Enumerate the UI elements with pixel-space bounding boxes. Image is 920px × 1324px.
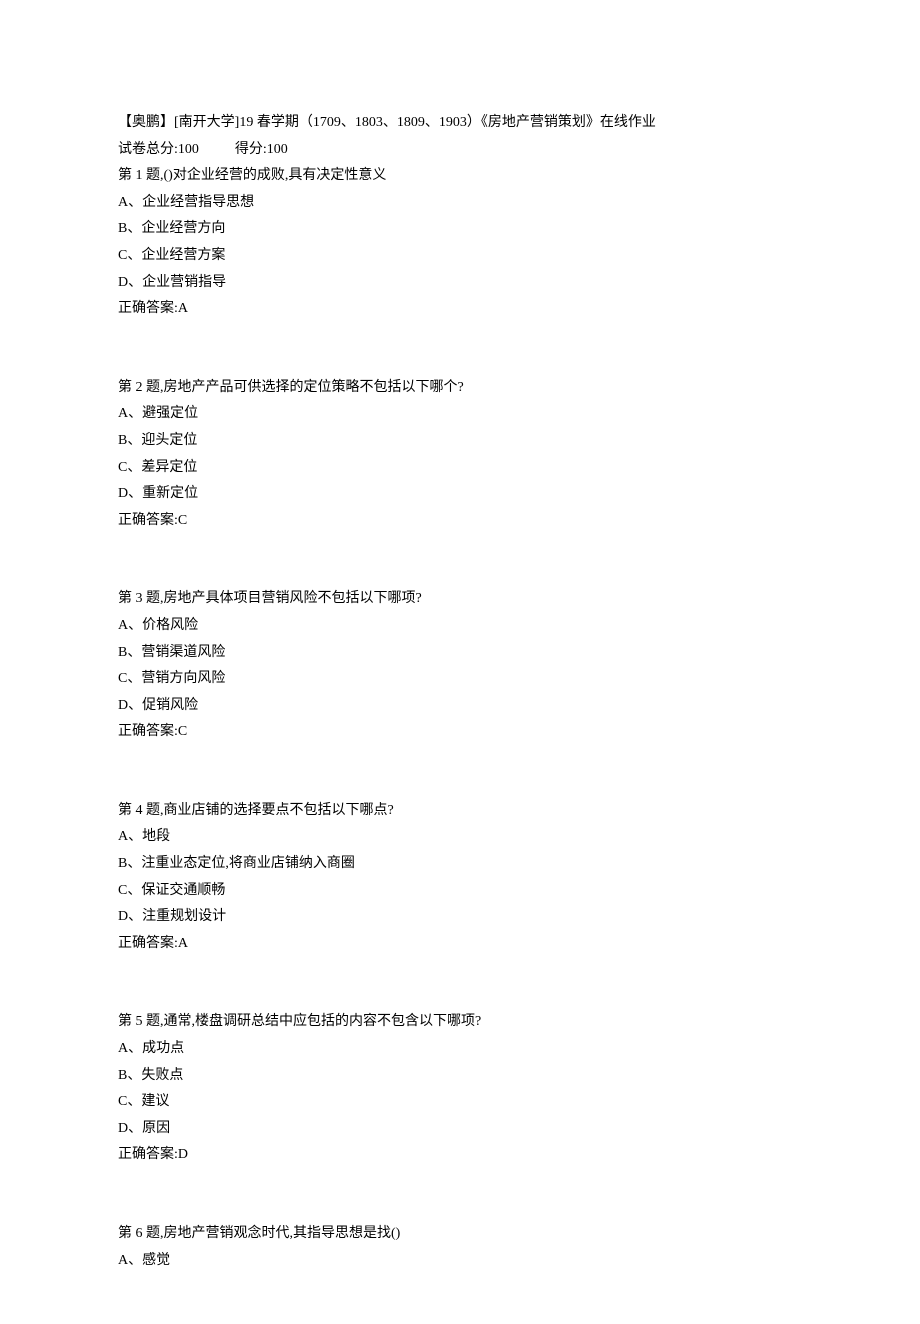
- question-text: 第 6 题,房地产营销观念时代,其指导思想是找(): [118, 1221, 802, 1248]
- question-option: C、保证交通顺畅: [118, 878, 802, 905]
- question-option: D、重新定位: [118, 481, 802, 508]
- question-option: B、迎头定位: [118, 428, 802, 455]
- question-option: A、避强定位: [118, 401, 802, 428]
- question-option: B、营销渠道风险: [118, 640, 802, 667]
- question-text: 第 3 题,房地产具体项目营销风险不包括以下哪项?: [118, 586, 802, 613]
- question-block: 第 5 题,通常,楼盘调研总结中应包括的内容不包含以下哪项?A、成功点B、失败点…: [118, 1009, 802, 1169]
- question-option: D、企业营销指导: [118, 270, 802, 297]
- question-text: 第 2 题,房地产产品可供选择的定位策略不包括以下哪个?: [118, 375, 802, 402]
- question-option: D、促销风险: [118, 693, 802, 720]
- question-block: 第 3 题,房地产具体项目营销风险不包括以下哪项?A、价格风险B、营销渠道风险C…: [118, 586, 802, 746]
- question-option: A、感觉: [118, 1248, 802, 1275]
- question-gap: [118, 746, 802, 798]
- question-gap: [118, 957, 802, 1009]
- question-option: A、成功点: [118, 1036, 802, 1063]
- question-gap: [118, 1169, 802, 1221]
- question-text: 第 5 题,通常,楼盘调研总结中应包括的内容不包含以下哪项?: [118, 1009, 802, 1036]
- obtained-score: 得分:100: [235, 142, 288, 157]
- question-option: D、注重规划设计: [118, 904, 802, 931]
- question-gap: [118, 534, 802, 586]
- correct-answer: 正确答案:A: [118, 931, 802, 958]
- question-option: D、原因: [118, 1116, 802, 1143]
- score-line: 试卷总分:100 得分:100: [118, 137, 802, 164]
- question-option: B、注重业态定位,将商业店铺纳入商圈: [118, 851, 802, 878]
- correct-answer: 正确答案:C: [118, 508, 802, 535]
- question-option: B、企业经营方向: [118, 216, 802, 243]
- question-option: B、失败点: [118, 1063, 802, 1090]
- question-option: C、建议: [118, 1089, 802, 1116]
- question-text: 第 1 题,()对企业经营的成败,具有决定性意义: [118, 163, 802, 190]
- correct-answer: 正确答案:C: [118, 719, 802, 746]
- question-block: 第 1 题,()对企业经营的成败,具有决定性意义A、企业经营指导思想B、企业经营…: [118, 163, 802, 323]
- question-option: C、差异定位: [118, 455, 802, 482]
- question-option: A、企业经营指导思想: [118, 190, 802, 217]
- question-option: C、营销方向风险: [118, 666, 802, 693]
- question-option: A、地段: [118, 824, 802, 851]
- question-block: 第 4 题,商业店铺的选择要点不包括以下哪点?A、地段B、注重业态定位,将商业店…: [118, 798, 802, 958]
- exam-title: 【奥鹏】[南开大学]19 春学期（1709、1803、1809、1903）《房地…: [118, 110, 802, 137]
- correct-answer: 正确答案:A: [118, 296, 802, 323]
- question-block: 第 6 题,房地产营销观念时代,其指导思想是找()A、感觉: [118, 1221, 802, 1274]
- question-text: 第 4 题,商业店铺的选择要点不包括以下哪点?: [118, 798, 802, 825]
- total-score: 试卷总分:100: [118, 142, 199, 157]
- question-block: 第 2 题,房地产产品可供选择的定位策略不包括以下哪个?A、避强定位B、迎头定位…: [118, 375, 802, 535]
- questions-container: 第 1 题,()对企业经营的成败,具有决定性意义A、企业经营指导思想B、企业经营…: [118, 163, 802, 1274]
- question-option: A、价格风险: [118, 613, 802, 640]
- question-gap: [118, 323, 802, 375]
- question-option: C、企业经营方案: [118, 243, 802, 270]
- correct-answer: 正确答案:D: [118, 1142, 802, 1169]
